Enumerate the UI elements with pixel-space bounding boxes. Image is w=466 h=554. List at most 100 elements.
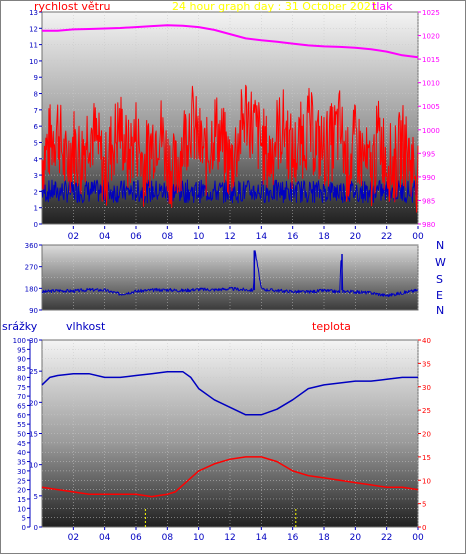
y-tick-label: 30 [29, 337, 38, 345]
y-tick-label: 180 [25, 285, 38, 293]
y-tick-label: 30 [17, 468, 26, 476]
y-tick-label: 50 [17, 431, 26, 439]
x-tick-label: 00 [412, 533, 424, 543]
y-tick-label: 20 [29, 399, 38, 407]
y-tick-label: 70 [17, 393, 26, 401]
y-tick-label: 0 [422, 524, 426, 532]
y-tick-label: 3 [34, 172, 38, 180]
y-tick-label: 13 [29, 9, 38, 17]
x-tick-label: 08 [162, 232, 174, 242]
pressure-legend: tlak [372, 0, 393, 13]
y-tick-label: 30 [422, 384, 431, 392]
y-tick-label: 100 [13, 337, 26, 345]
y-tick-label: 25 [29, 368, 38, 376]
humidity-legend: vlhkost [66, 320, 106, 333]
y-tick-label: 5 [34, 139, 38, 147]
y-tick-label: 1 [34, 205, 38, 213]
y-tick-label: 360 [25, 242, 38, 250]
compass-w: W [435, 256, 446, 269]
chart-title: 24 hour graph day : 31 October 2021 [172, 0, 378, 13]
y-tick-label: 40 [422, 337, 431, 345]
y-tick-label: 20 [422, 431, 431, 439]
y-tick-label: 20 [17, 487, 26, 495]
y-tick-label: 5 [422, 501, 426, 509]
y-tick-label: 90 [17, 356, 26, 364]
y-tick-label: 85 [17, 365, 26, 373]
y-tick-label: 990 [422, 174, 435, 182]
x-tick-label: 02 [68, 232, 79, 242]
x-tick-label: 04 [99, 533, 111, 543]
y-tick-label: 0 [34, 221, 38, 229]
x-tick-label: 02 [68, 533, 79, 543]
y-tick-label: 45 [17, 440, 26, 448]
y-tick-label: 5 [22, 515, 26, 523]
temperature-line [41, 456, 419, 498]
x-tick-label: 08 [162, 533, 174, 543]
y-tick-label: 11 [29, 42, 38, 50]
compass-s: S [436, 273, 443, 286]
y-tick-label: 5 [34, 493, 38, 501]
y-tick-label: 60 [17, 412, 26, 420]
y-tick-label: 10 [422, 477, 431, 485]
y-tick-label: 6 [34, 123, 39, 131]
y-tick-label: 75 [17, 384, 26, 392]
temperature-legend: teplota [312, 320, 351, 333]
y-tick-label: 1025 [422, 9, 440, 17]
x-tick-label: 14 [256, 533, 268, 543]
x-tick-label: 06 [130, 533, 142, 543]
x-tick-label: 10 [193, 533, 205, 543]
y-tick-label: 2 [34, 188, 38, 196]
y-tick-label: 35 [17, 459, 26, 467]
y-tick-label: 0 [34, 524, 38, 532]
x-tick-label: 16 [287, 232, 299, 242]
y-tick-label: 65 [17, 402, 26, 410]
y-tick-label: 10 [29, 462, 38, 470]
compass-n-bottom: N [436, 304, 444, 317]
x-tick-label: 04 [99, 232, 111, 242]
y-tick-label: 35 [422, 360, 431, 368]
y-tick-label: 0 [22, 524, 26, 532]
compass-e: E [436, 289, 443, 302]
wind-direction-line [41, 250, 419, 298]
y-tick-label: 40 [17, 449, 26, 457]
y-tick-label: 95 [17, 346, 26, 354]
rain-legend: srážky [2, 320, 38, 333]
y-tick-label: 12 [29, 25, 38, 33]
y-tick-label: 25 [17, 477, 26, 485]
x-tick-label: 20 [350, 533, 362, 543]
y-tick-label: 1015 [422, 56, 440, 64]
x-tick-label: 22 [381, 232, 392, 242]
x-tick-label: 12 [224, 533, 235, 543]
x-tick-label: 12 [224, 232, 235, 242]
y-tick-label: 8 [34, 91, 38, 99]
pressure-line [42, 24, 419, 59]
x-tick-label: 22 [381, 533, 392, 543]
x-tick-label: 18 [318, 533, 330, 543]
y-tick-label: 4 [34, 156, 39, 164]
y-tick-label: 55 [17, 421, 26, 429]
y-tick-label: 1000 [422, 127, 440, 135]
x-tick-label: 14 [256, 232, 268, 242]
wind-speed-legend: rychlost větru [34, 0, 110, 13]
y-tick-label: 1010 [422, 80, 440, 88]
y-tick-label: 15 [29, 431, 38, 439]
compass-n-top: N [436, 239, 444, 252]
y-tick-label: 985 [422, 197, 435, 205]
y-tick-label: 1005 [422, 103, 440, 111]
y-tick-label: 10 [17, 505, 26, 513]
y-tick-label: 15 [422, 454, 431, 462]
y-tick-label: 9 [34, 74, 38, 82]
x-tick-label: 10 [193, 232, 205, 242]
y-tick-label: 270 [25, 264, 38, 272]
y-tick-label: 15 [17, 496, 26, 504]
x-tick-label: 18 [318, 232, 330, 242]
y-tick-label: 10 [29, 58, 38, 66]
y-tick-label: 980 [422, 221, 435, 229]
y-tick-label: 90 [29, 307, 38, 315]
y-tick-label: 80 [17, 374, 26, 382]
y-tick-label: 7 [34, 107, 38, 115]
humidity-line [41, 371, 418, 416]
x-tick-label: 20 [350, 232, 362, 242]
x-tick-label: 00 [412, 232, 424, 242]
